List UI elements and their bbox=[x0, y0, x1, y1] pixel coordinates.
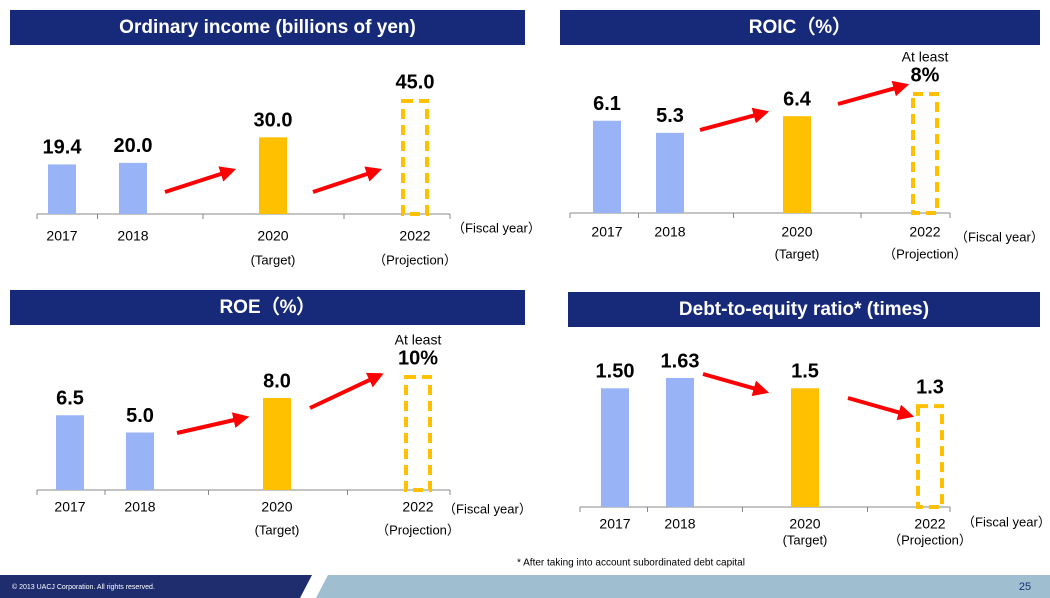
arrow bbox=[164, 166, 237, 194]
value-label: 10% bbox=[398, 347, 438, 369]
value-label: 30.0 bbox=[254, 110, 293, 132]
bar bbox=[783, 116, 811, 213]
value-label: 1.3 bbox=[916, 376, 944, 398]
x-tick-label: 2018 bbox=[654, 224, 685, 240]
value-label: 45.0 bbox=[396, 71, 435, 93]
arrow bbox=[837, 80, 910, 106]
x-tick-label: 2022 bbox=[399, 228, 430, 244]
bar bbox=[666, 378, 694, 507]
bar-projection bbox=[911, 92, 939, 215]
copyright: © 2013 UACJ Corporation. All rights rese… bbox=[12, 583, 155, 591]
value-label: 6.5 bbox=[56, 388, 84, 410]
footer-right bbox=[316, 575, 1050, 598]
value-label: 8% bbox=[911, 64, 940, 86]
value-label: 1.50 bbox=[596, 361, 635, 383]
value-label: 1.5 bbox=[791, 361, 819, 383]
footer-left bbox=[0, 575, 312, 598]
value-label: 5.0 bbox=[126, 405, 154, 427]
page-number: 25 bbox=[1019, 581, 1031, 593]
x-axis-label: （Fiscal year） bbox=[962, 514, 1050, 529]
arrow bbox=[312, 166, 383, 194]
arrows bbox=[164, 80, 915, 435]
category-note: (Target) bbox=[251, 252, 296, 267]
value-label: 6.4 bbox=[783, 88, 812, 110]
bar bbox=[601, 388, 629, 507]
x-tick-label: 2020 bbox=[781, 224, 812, 240]
category-note: （Projection） bbox=[373, 252, 457, 267]
bar bbox=[593, 120, 621, 213]
x-axis-label: （Fiscal year） bbox=[452, 220, 541, 235]
category-note: (Target) bbox=[783, 532, 828, 547]
arrow bbox=[699, 107, 770, 132]
x-axis-label: （Fiscal year） bbox=[955, 229, 1044, 244]
x-tick-label: 2020 bbox=[261, 499, 292, 515]
value-note: At least bbox=[902, 49, 949, 65]
chart-title: ROIC（%） bbox=[749, 15, 851, 38]
x-tick-label: 2018 bbox=[664, 516, 695, 532]
bar bbox=[791, 388, 819, 507]
category-note: (Target) bbox=[775, 246, 820, 261]
arrow bbox=[309, 372, 384, 410]
x-tick-label: 2018 bbox=[124, 499, 155, 515]
bar-projection bbox=[404, 375, 432, 492]
arrow bbox=[176, 412, 250, 435]
category-note: （Projection） bbox=[376, 522, 460, 537]
value-label: 5.3 bbox=[656, 105, 684, 127]
bar bbox=[259, 137, 287, 214]
value-note: At least bbox=[395, 332, 442, 348]
chart-title: Ordinary income (billions of yen) bbox=[119, 17, 416, 38]
x-tick-label: 2020 bbox=[257, 228, 288, 244]
x-axis-label: （Fiscal year） bbox=[443, 501, 532, 516]
chart-title: Debt-to-equity ratio* (times) bbox=[679, 299, 929, 320]
value-label: 1.63 bbox=[661, 350, 700, 372]
x-tick-label: 2022 bbox=[402, 499, 433, 515]
x-tick-label: 2017 bbox=[46, 228, 77, 244]
footnote: * After taking into account subordinated… bbox=[517, 558, 745, 569]
arrow bbox=[847, 396, 915, 421]
bar-projection bbox=[401, 99, 429, 216]
panel-header bbox=[568, 292, 1040, 327]
x-tick-label: 2017 bbox=[54, 499, 85, 515]
bar bbox=[56, 415, 84, 490]
bar bbox=[48, 164, 76, 214]
x-tick-label: 2020 bbox=[789, 516, 820, 532]
value-label: 6.1 bbox=[593, 93, 621, 115]
x-tick-label: 2017 bbox=[591, 224, 622, 240]
x-tick-label: 2022 bbox=[914, 516, 945, 532]
bar-projection bbox=[916, 404, 944, 510]
category-note: （Projection） bbox=[883, 246, 967, 261]
bar bbox=[656, 132, 684, 213]
panel-header bbox=[10, 290, 525, 325]
panel-header bbox=[560, 10, 1040, 45]
value-label: 19.4 bbox=[43, 137, 83, 159]
category-note: （Projection） bbox=[888, 532, 972, 547]
panel-header bbox=[10, 10, 525, 45]
category-note: (Target) bbox=[255, 522, 300, 537]
value-label: 8.0 bbox=[263, 370, 291, 392]
bar bbox=[126, 432, 154, 490]
bar bbox=[119, 162, 147, 214]
x-tick-label: 2018 bbox=[117, 228, 148, 244]
x-tick-label: 2017 bbox=[599, 516, 630, 532]
arrow bbox=[702, 372, 770, 397]
bar bbox=[263, 398, 291, 490]
x-tick-label: 2022 bbox=[909, 224, 940, 240]
chart-title: ROE（%） bbox=[219, 295, 315, 318]
value-label: 20.0 bbox=[114, 135, 153, 157]
